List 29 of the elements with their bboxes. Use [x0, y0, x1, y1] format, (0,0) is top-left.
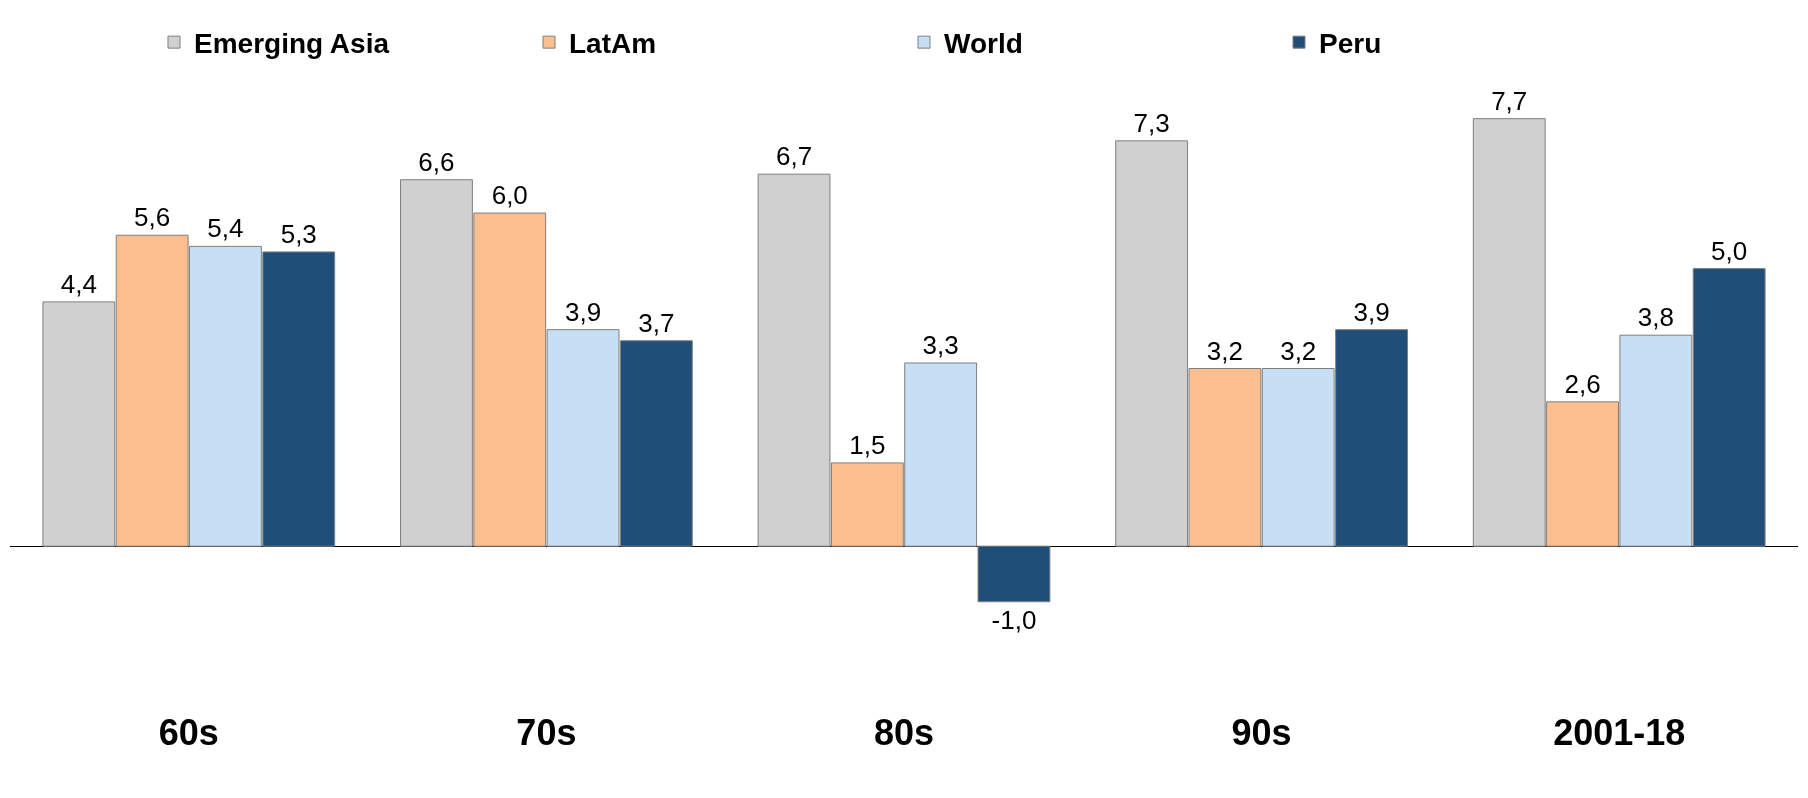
data-label: 4,4 — [60, 268, 97, 299]
data-label: 3,8 — [1637, 302, 1674, 333]
x-tick-label: 90s — [1231, 712, 1292, 753]
data-label: 5,6 — [134, 202, 171, 233]
data-label: 6,6 — [418, 146, 455, 177]
data-label: 5,4 — [207, 213, 244, 244]
data-label: 3,2 — [1206, 335, 1244, 366]
data-label: 2,6 — [1564, 368, 1601, 399]
data-label: 1,5 — [849, 429, 886, 460]
legend-label: World — [944, 28, 1023, 60]
data-label: 3,3 — [922, 329, 959, 360]
data-label: -1,0 — [991, 604, 1037, 635]
data-label: 6,0 — [491, 180, 528, 211]
legend-label: Emerging Asia — [194, 28, 390, 60]
data-label: 3,9 — [564, 296, 602, 327]
data-label: 7,3 — [1133, 107, 1170, 138]
legend-label: LatAm — [569, 28, 657, 60]
legend-label: Peru — [1319, 28, 1382, 60]
x-tick-label: 60s — [158, 712, 219, 753]
data-label: 5,0 — [1711, 235, 1748, 266]
data-label: 6,7 — [775, 141, 813, 172]
x-tick-label: 80s — [873, 712, 935, 753]
x-tick-label: 2001-18 — [1553, 712, 1686, 753]
data-label: 5,3 — [280, 218, 317, 249]
data-label: 3,2 — [1280, 335, 1317, 366]
data-label: 7,7 — [1491, 85, 1528, 116]
x-tick-label: 70s — [516, 712, 577, 753]
data-label: 3,7 — [638, 307, 675, 338]
data-label: 3,9 — [1353, 296, 1390, 327]
